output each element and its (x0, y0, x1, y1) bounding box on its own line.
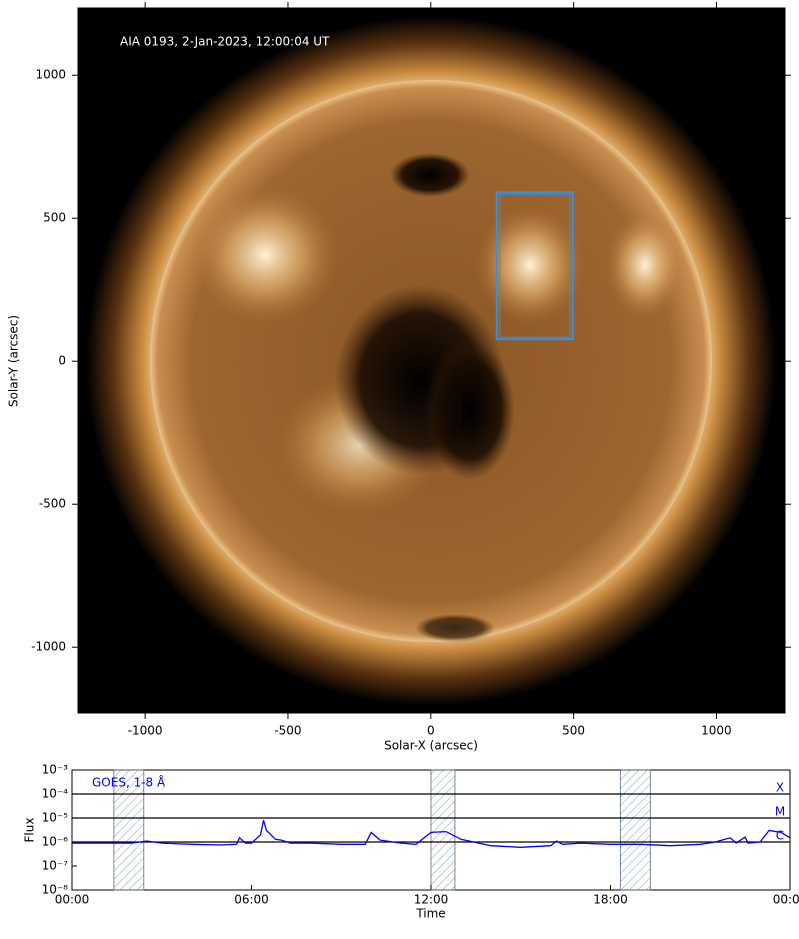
y-tick-label: 10⁻³ (42, 763, 69, 777)
x-tick-label: -1000 (128, 724, 163, 738)
series-label: GOES, 1-8 Å (92, 775, 166, 790)
active-region (475, 205, 585, 325)
y-axis-label: Solar-Y (arcsec) (7, 315, 21, 407)
level-label: X (776, 781, 784, 795)
y-tick-label: 10⁻⁷ (42, 859, 69, 873)
y-tick-label: 10⁻⁴ (42, 787, 69, 801)
y-axis-label: Flux (23, 818, 37, 843)
x-tick-label: 0 (427, 724, 435, 738)
x-tick-label: 18:00 (593, 893, 628, 907)
coronal-hole (425, 340, 515, 480)
x-tick-label: 06:00 (234, 893, 269, 907)
highlight-span (113, 769, 145, 891)
region-box-inner (499, 193, 571, 338)
highlight-span (619, 769, 651, 891)
y-tick-label: 10⁻⁵ (42, 811, 69, 825)
x-tick-label: 500 (562, 724, 585, 738)
y-tick-label: 10⁻⁶ (42, 835, 69, 849)
y-tick-label: 500 (43, 211, 66, 225)
y-tick-label: 1000 (35, 68, 66, 82)
level-label: C (776, 829, 784, 843)
x-axis-label: Time (415, 907, 445, 921)
x-tick-label: 00:00 (773, 893, 799, 907)
flux-line (72, 820, 791, 848)
coronal-hole (415, 614, 495, 642)
highlight-span (430, 769, 456, 891)
active-region (605, 210, 685, 320)
image-title: AIA 0193, 2-Jan-2023, 12:00:04 UT (120, 35, 330, 49)
level-label: M (775, 805, 785, 819)
sun-image (78, 8, 785, 713)
region-box (495, 191, 574, 341)
active-region (190, 185, 340, 325)
y-tick-label: 10⁻⁸ (42, 883, 69, 897)
x-tick-label: 1000 (701, 724, 732, 738)
y-tick-label: -1000 (31, 640, 66, 654)
image-frame (77, 7, 786, 714)
x-tick-label: -500 (274, 724, 301, 738)
x-tick-label: 12:00 (414, 893, 449, 907)
y-tick-label: -500 (39, 497, 66, 511)
x-tick-label: 00:00 (55, 893, 90, 907)
coronal-hole (390, 153, 470, 197)
x-axis-label: Solar-X (arcsec) (384, 739, 478, 753)
y-tick-label: 0 (58, 354, 66, 368)
